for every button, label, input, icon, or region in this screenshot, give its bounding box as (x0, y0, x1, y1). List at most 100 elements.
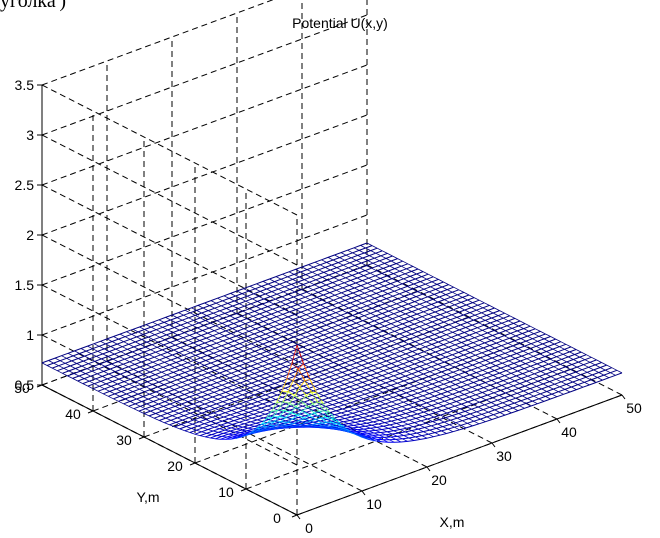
surface-segment (496, 402, 503, 406)
surface-segment (265, 392, 273, 396)
surface-segment (333, 425, 339, 428)
surface-segment (432, 359, 440, 363)
surface-segment (405, 411, 413, 414)
surface-segment (273, 301, 281, 305)
surface-segment (177, 415, 185, 419)
surface-segment (363, 312, 371, 317)
surface-segment (576, 386, 584, 391)
surface-segment (204, 401, 212, 405)
surface-segment (346, 412, 353, 416)
surface-segment (447, 426, 455, 430)
surface-segment (310, 296, 317, 301)
surface-segment (396, 421, 404, 424)
surface-segment (340, 312, 348, 316)
surface-segment (376, 391, 384, 395)
surface-segment (357, 413, 365, 416)
surface-segment (423, 429, 430, 433)
surface-segment (287, 399, 293, 403)
surface-segment (198, 342, 206, 346)
surface-segment (79, 353, 85, 357)
surface-segment (386, 298, 392, 302)
surface-segment (67, 373, 75, 377)
surface-segment (199, 421, 205, 425)
surface-segment (309, 341, 316, 346)
surface-segment (280, 361, 288, 365)
surface-segment (236, 428, 242, 431)
surface-segment (392, 318, 398, 322)
surface-segment (432, 361, 438, 365)
surface-segment (317, 334, 324, 338)
surface-segment (140, 344, 146, 348)
surface-segment (402, 382, 410, 387)
surface-segment (310, 339, 316, 343)
surface-segment (602, 377, 610, 381)
surface-segment (405, 311, 413, 315)
surface-segment (350, 402, 356, 406)
surface-segment (236, 375, 242, 379)
surface-segment (501, 385, 508, 389)
surface-segment (269, 338, 277, 343)
surface-segment (470, 327, 478, 331)
surface-segment (425, 422, 432, 427)
surface-segment (57, 367, 64, 372)
surface-segment (535, 390, 541, 395)
surface-segment (428, 288, 436, 293)
surface-segment (303, 385, 309, 389)
surface-segment (490, 382, 497, 386)
surface-segment (376, 330, 384, 334)
surface-segment (555, 358, 562, 363)
surface-segment (105, 343, 111, 347)
surface-segment (383, 405, 391, 409)
surface-segment (222, 340, 229, 344)
surface-segment (302, 368, 308, 373)
surface-segment (496, 342, 502, 347)
surface-segment (238, 325, 245, 330)
surface-segment (314, 405, 320, 409)
surface-segment (436, 306, 442, 310)
surface-segment (248, 353, 254, 357)
surface-segment (158, 403, 164, 407)
y-tick-mark (240, 488, 247, 492)
surface-segment (415, 316, 423, 320)
surface-segment (247, 310, 255, 315)
surface-segment (536, 345, 542, 350)
surface-segment (364, 352, 372, 357)
surface-segment (358, 250, 365, 254)
surface-segment (368, 337, 376, 342)
surface-segment (251, 340, 258, 345)
surface-segment (562, 353, 569, 358)
surface-segment (366, 305, 373, 309)
surface-segment (345, 254, 352, 259)
surface-segment (324, 327, 332, 331)
surface-segment (271, 427, 278, 430)
surface-segment (228, 298, 235, 302)
surface-segment (97, 370, 104, 375)
surface-segment (78, 358, 84, 362)
surface-segment (109, 351, 115, 355)
surface-segment (495, 365, 502, 369)
surface-segment (222, 420, 228, 424)
surface-segment (189, 374, 196, 378)
surface-segment (272, 370, 278, 375)
surface-segment (253, 413, 259, 417)
surface-segment (570, 366, 578, 370)
surface-segment (343, 420, 351, 423)
surface-segment (379, 362, 386, 367)
surface-segment (441, 410, 448, 414)
surface-segment (187, 401, 194, 405)
surface-segment (346, 354, 354, 359)
surface-segment (520, 360, 526, 364)
surface-segment (242, 333, 248, 337)
surface-segment (135, 339, 142, 343)
surface-segment (393, 412, 400, 416)
surface-segment (420, 418, 428, 422)
surface-segment (127, 348, 133, 353)
surface-segment (285, 324, 292, 328)
surface-segment (373, 277, 381, 282)
surface-segment (541, 388, 547, 392)
surface-segment (447, 289, 453, 293)
surface-segment (390, 320, 398, 325)
surface-segment (256, 280, 264, 285)
surface-segment (282, 311, 290, 315)
surface-segment (404, 417, 410, 421)
